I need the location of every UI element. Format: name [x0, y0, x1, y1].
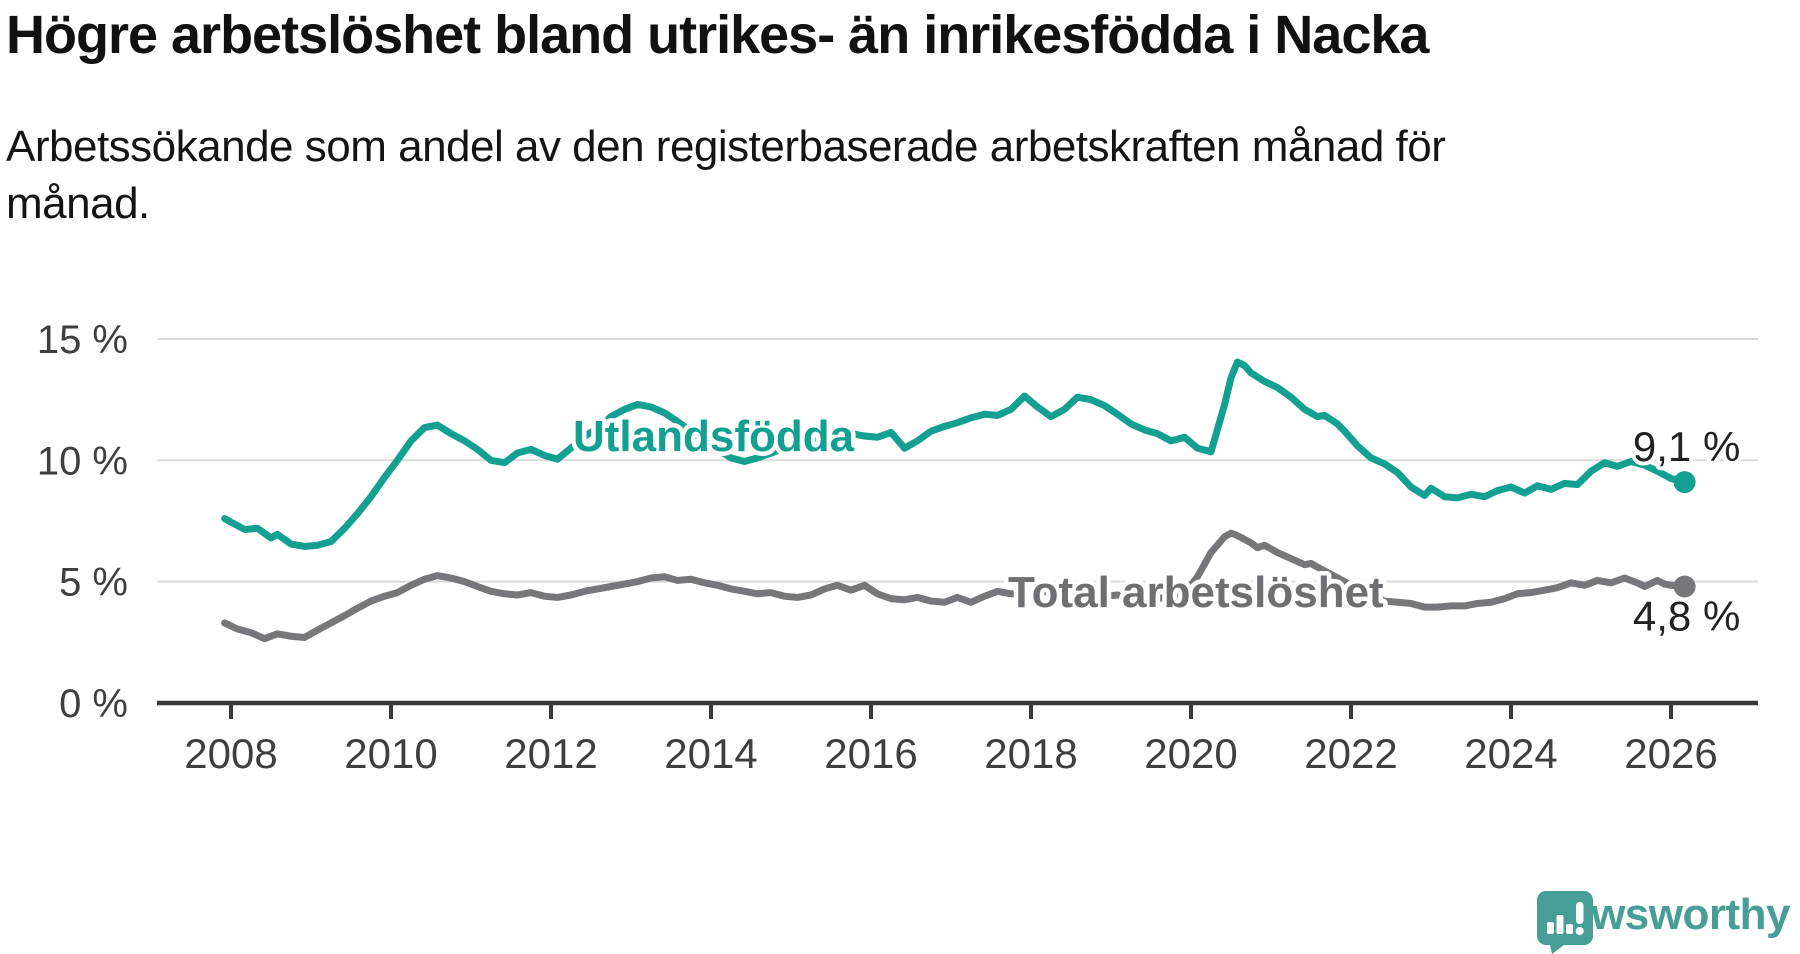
series-label-utlandsfodda: Utlandsfödda	[573, 412, 855, 461]
newsworthy-logo: Newsworthy	[1536, 890, 1791, 954]
svg-text:2026: 2026	[1624, 730, 1717, 777]
svg-text:10 %: 10 %	[37, 439, 128, 483]
svg-text:2016: 2016	[824, 730, 917, 777]
svg-text:2014: 2014	[664, 730, 757, 777]
page-title: Högre arbetslöshet bland utrikes- än inr…	[6, 5, 1429, 65]
newsworthy-speech-bubble-bar-chart-icon	[1536, 891, 1593, 954]
series-label-total: Total arbetslöshet	[1008, 568, 1384, 617]
subtitle-line-1: Arbetssökande som andel av den registerb…	[6, 122, 1446, 171]
axes: 0 % 5 % 10 % 15 % 2008 2010 2012 2014 2016 2018 20…	[37, 318, 1758, 777]
end-value-label: 4,8 %	[1633, 593, 1740, 640]
svg-text:15 %: 15 %	[37, 318, 128, 362]
svg-text:2022: 2022	[1304, 730, 1397, 777]
chart-subtitle: Arbetssökande som andel av den registerb…	[6, 118, 1446, 232]
end-value-label: 9,1 %	[1633, 423, 1740, 470]
svg-text:2018: 2018	[984, 730, 1077, 777]
svg-text:2020: 2020	[1144, 730, 1237, 777]
svg-text:2008: 2008	[184, 730, 277, 777]
svg-text:5 %: 5 %	[59, 561, 128, 605]
subtitle-line-2: månad.	[6, 179, 150, 228]
svg-text:2024: 2024	[1464, 730, 1557, 777]
svg-text:2012: 2012	[504, 730, 597, 777]
svg-text:0 %: 0 %	[59, 682, 128, 726]
data-lines	[221, 358, 1696, 643]
series-labels: Utlandsfödda 9,1 % Total arbetslöshet 4,8 %	[569, 408, 1745, 644]
svg-text:2010: 2010	[344, 730, 437, 777]
